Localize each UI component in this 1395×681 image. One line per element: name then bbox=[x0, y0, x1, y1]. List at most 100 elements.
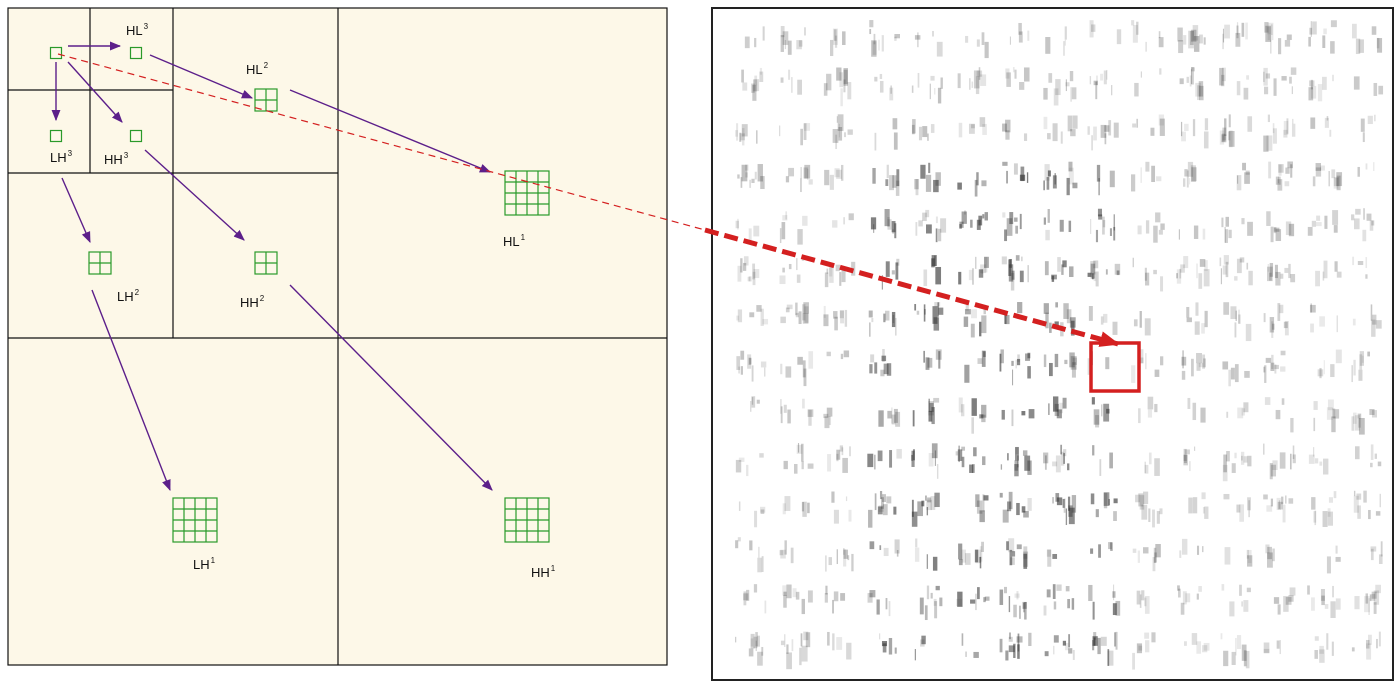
texture-speck bbox=[1066, 79, 1067, 91]
texture-speck bbox=[889, 175, 894, 190]
texture-speck bbox=[755, 172, 757, 180]
texture-speck bbox=[1323, 459, 1328, 475]
texture-speck bbox=[1072, 598, 1074, 610]
texture-speck bbox=[1224, 255, 1229, 264]
texture-speck bbox=[936, 228, 938, 242]
texture-speck bbox=[1354, 496, 1359, 513]
texture-speck bbox=[869, 20, 873, 27]
texture-speck bbox=[1234, 453, 1236, 459]
texture-speck bbox=[1178, 40, 1183, 53]
texture-speck bbox=[1045, 37, 1050, 54]
texture-speck bbox=[843, 217, 845, 224]
texture-speck bbox=[885, 311, 889, 321]
texture-speck bbox=[929, 453, 934, 466]
texture-speck bbox=[765, 601, 767, 614]
texture-speck bbox=[1138, 225, 1142, 234]
texture-speck bbox=[1096, 272, 1099, 287]
texture-speck bbox=[1053, 646, 1054, 655]
texture-speck bbox=[1223, 465, 1228, 481]
texture-speck bbox=[923, 269, 927, 286]
texture-speck bbox=[1374, 602, 1377, 614]
texture-speck bbox=[887, 165, 889, 178]
texture-speck bbox=[759, 72, 763, 82]
texture-speck bbox=[808, 351, 813, 368]
texture-speck bbox=[1027, 31, 1029, 41]
texture-speck bbox=[1204, 37, 1206, 44]
texture-speck bbox=[1154, 458, 1160, 476]
texture-speck bbox=[1240, 257, 1244, 262]
texture-speck bbox=[916, 179, 919, 195]
texture-speck bbox=[1283, 596, 1288, 612]
texture-speck bbox=[749, 540, 752, 550]
texture-speck bbox=[1007, 453, 1009, 460]
texture-speck bbox=[1073, 650, 1075, 660]
texture-speck bbox=[780, 317, 785, 323]
texture-speck bbox=[919, 127, 922, 140]
texture-speck bbox=[1056, 584, 1061, 590]
texture-speck bbox=[802, 646, 808, 662]
texture-speck bbox=[1021, 411, 1025, 415]
texture-speck bbox=[840, 310, 844, 318]
texture-speck bbox=[927, 586, 929, 600]
texture-speck bbox=[791, 77, 792, 93]
texture-speck bbox=[1286, 221, 1291, 235]
texture-speck bbox=[976, 76, 979, 94]
texture-speck bbox=[1316, 163, 1321, 171]
texture-speck bbox=[1148, 397, 1154, 410]
texture-speck bbox=[786, 644, 788, 653]
texture-speck bbox=[981, 180, 986, 186]
texture-speck bbox=[1381, 541, 1383, 556]
label-sup: 3 bbox=[68, 149, 73, 158]
texture-speck bbox=[977, 501, 982, 514]
texture-speck bbox=[1354, 76, 1360, 89]
texture-speck bbox=[834, 510, 839, 524]
texture-speck bbox=[782, 215, 787, 220]
texture-speck bbox=[1223, 34, 1224, 49]
texture-speck bbox=[1318, 84, 1322, 101]
texture-speck bbox=[1323, 272, 1325, 281]
texture-speck bbox=[940, 218, 946, 232]
texture-speck bbox=[1100, 74, 1103, 81]
texture-speck bbox=[983, 351, 986, 357]
texture-speck bbox=[1222, 361, 1228, 369]
texture-speck bbox=[785, 366, 791, 377]
texture-speck bbox=[1048, 73, 1052, 83]
texture-speck bbox=[754, 76, 757, 86]
texture-speck bbox=[925, 605, 928, 620]
texture-speck bbox=[1332, 75, 1334, 81]
texture-speck bbox=[930, 76, 934, 81]
texture-speck bbox=[1362, 356, 1364, 363]
texture-speck bbox=[754, 511, 757, 527]
texture-speck bbox=[1375, 454, 1377, 459]
texture-speck bbox=[1202, 645, 1207, 652]
texture-speck bbox=[980, 74, 986, 86]
texture-speck bbox=[1061, 131, 1063, 143]
texture-speck bbox=[1093, 127, 1097, 141]
texture-speck bbox=[784, 540, 786, 554]
texture-speck bbox=[749, 228, 752, 241]
texture-speck bbox=[1323, 511, 1328, 527]
texture-speck bbox=[779, 125, 780, 136]
texture-speck bbox=[1198, 586, 1202, 592]
texture-speck bbox=[1145, 162, 1149, 172]
texture-speck bbox=[846, 643, 851, 660]
texture-speck bbox=[751, 179, 754, 183]
texture-speck bbox=[1192, 633, 1197, 645]
texture-speck bbox=[873, 41, 877, 55]
texture-speck bbox=[1054, 173, 1056, 184]
texture-speck bbox=[781, 77, 784, 82]
texture-speck bbox=[1097, 638, 1100, 654]
texture-speck bbox=[753, 269, 759, 278]
label-sup: 1 bbox=[521, 233, 526, 242]
texture-speck bbox=[1270, 40, 1271, 54]
texture-speck bbox=[796, 258, 797, 270]
texture-speck bbox=[1332, 210, 1338, 225]
texture-speck bbox=[1311, 597, 1315, 610]
texture-speck bbox=[786, 176, 789, 182]
texture-speck bbox=[1011, 410, 1013, 427]
texture-speck bbox=[1196, 264, 1197, 279]
texture-speck bbox=[1354, 218, 1360, 229]
texture-speck bbox=[1113, 511, 1117, 521]
texture-speck bbox=[874, 77, 877, 82]
texture-speck bbox=[1275, 272, 1280, 286]
